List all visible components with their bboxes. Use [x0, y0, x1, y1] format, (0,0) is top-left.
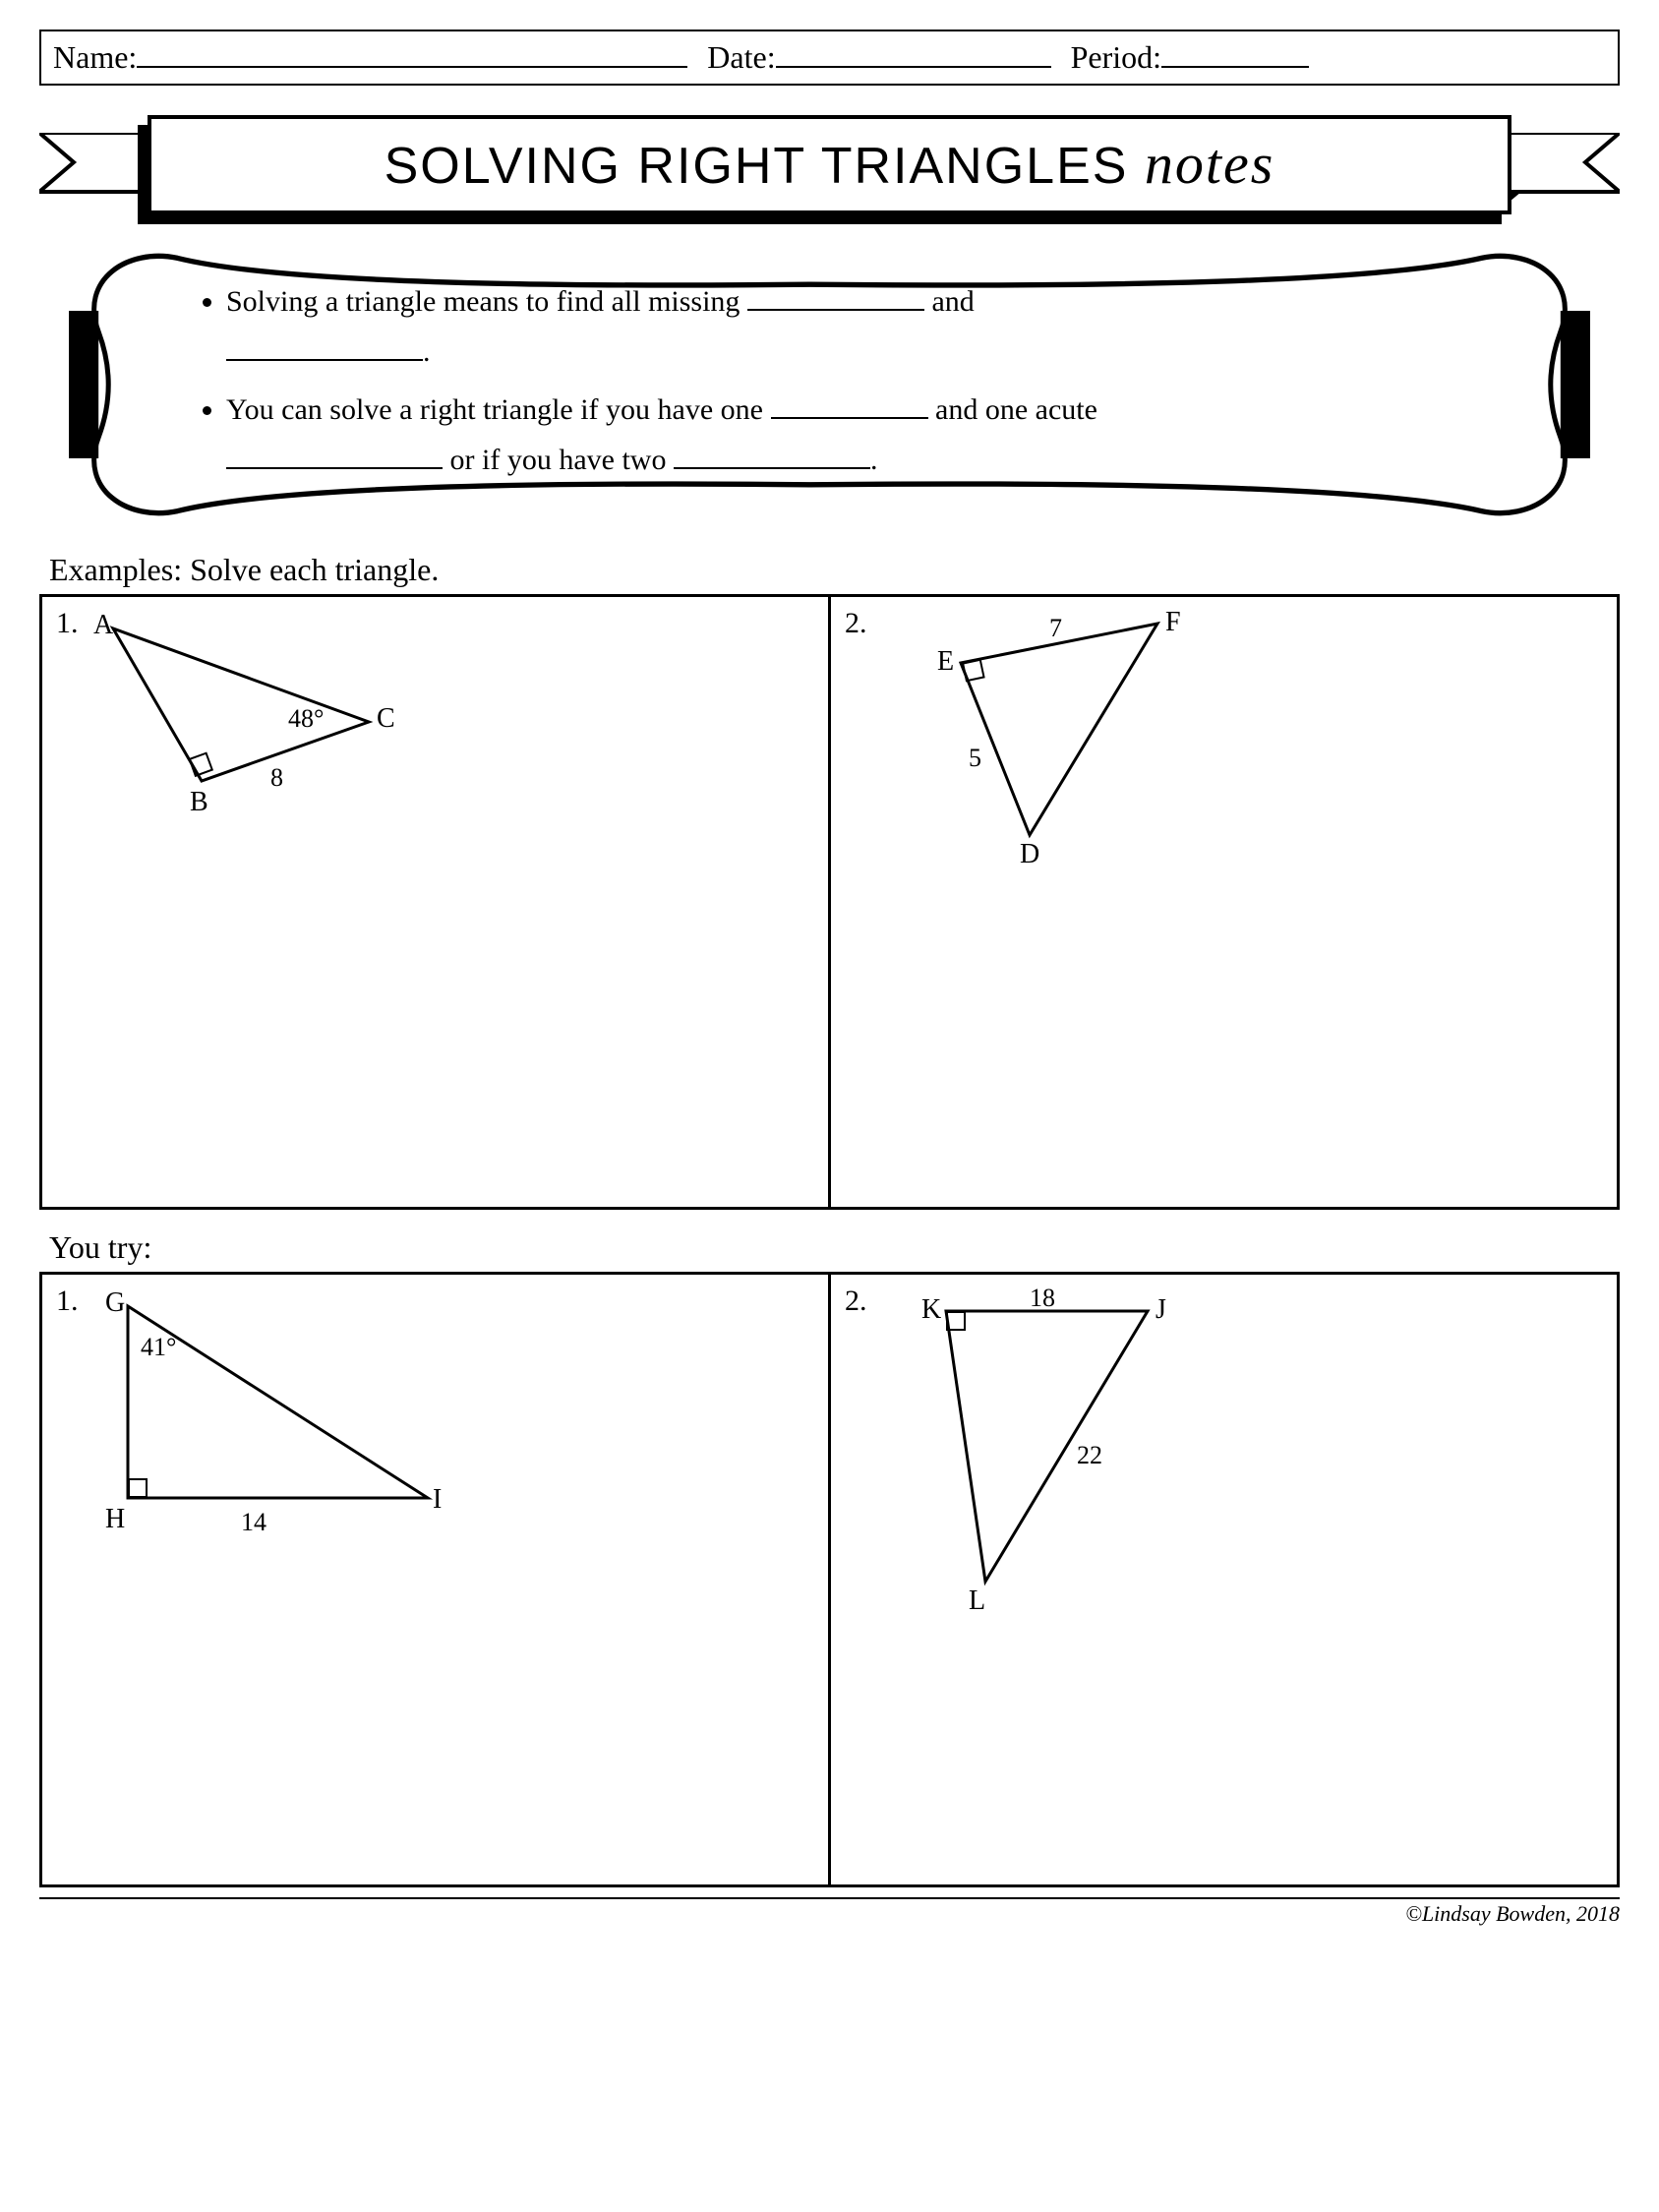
side-ED: 5: [969, 744, 981, 772]
youtry-2: 2. K J L 18 22: [828, 1275, 1617, 1884]
title-script: notes: [1145, 132, 1274, 196]
examples-grid: 1. A B C 48° 8 2. E F D 7 5: [39, 594, 1620, 1210]
angle-G: 41°: [141, 1333, 176, 1361]
page-title: SOLVING RIGHT TRIANGLES notes: [151, 131, 1508, 197]
name-field[interactable]: Name:: [53, 39, 687, 76]
notes-list: Solving a triangle means to find all mis…: [108, 267, 1551, 503]
youtry-grid: 1. G H I 41° 14 2. K J L 18 22: [39, 1272, 1620, 1887]
angle-C: 48°: [288, 704, 324, 733]
vertex-G: G: [105, 1287, 125, 1318]
problem-number: 1.: [56, 1285, 79, 1318]
blank-1[interactable]: [747, 289, 924, 311]
side-HI: 14: [241, 1508, 267, 1536]
youtry-1: 1. G H I 41° 14: [42, 1275, 828, 1884]
triangle-1: A B C 48° 8: [74, 609, 428, 835]
date-field[interactable]: Date:: [707, 39, 1050, 76]
examples-label: Examples: Solve each triangle.: [49, 552, 1620, 588]
vertex-B: B: [190, 787, 208, 817]
blank-2[interactable]: [226, 339, 423, 361]
vertex-F: F: [1165, 609, 1181, 637]
example-1: 1. A B C 48° 8: [42, 597, 828, 1207]
example-2: 2. E F D 7 5: [828, 597, 1617, 1207]
vertex-L: L: [969, 1585, 985, 1616]
blank-3[interactable]: [771, 397, 928, 419]
vertex-I: I: [433, 1484, 442, 1515]
title-banner: SOLVING RIGHT TRIANGLES notes: [39, 115, 1620, 243]
vertex-C: C: [377, 703, 395, 734]
period-field[interactable]: Period:: [1071, 39, 1309, 76]
notes-frame: Solving a triangle means to find all mis…: [59, 237, 1600, 532]
vertex-K: K: [921, 1294, 941, 1325]
banner-box: SOLVING RIGHT TRIANGLES notes: [148, 115, 1511, 214]
triangle-2: E F D 7 5: [902, 609, 1236, 874]
blank-5[interactable]: [674, 448, 870, 469]
date-blank[interactable]: [776, 40, 1051, 68]
note-bullet-2: You can solve a right triangle if you ha…: [226, 385, 1492, 485]
triangle-3: G H I 41° 14: [74, 1286, 467, 1562]
date-label: Date:: [707, 39, 775, 76]
period-label: Period:: [1071, 39, 1161, 76]
side-JL: 22: [1077, 1441, 1102, 1469]
copyright: ©Lindsay Bowden, 2018: [39, 1897, 1620, 1927]
period-blank[interactable]: [1161, 40, 1309, 68]
side-EF: 7: [1049, 614, 1062, 642]
problem-number: 2.: [845, 607, 867, 640]
problem-number: 2.: [845, 1285, 867, 1318]
vertex-J: J: [1155, 1294, 1166, 1325]
vertex-D: D: [1020, 839, 1039, 869]
note-bullet-1: Solving a triangle means to find all mis…: [226, 276, 1492, 377]
vertex-E: E: [937, 646, 954, 677]
triangle-4: K J L 18 22: [892, 1286, 1226, 1621]
name-blank[interactable]: [137, 40, 687, 68]
side-BC: 8: [270, 763, 283, 792]
youtry-label: You try:: [49, 1229, 1620, 1266]
title-main: SOLVING RIGHT TRIANGLES: [385, 138, 1129, 195]
blank-4[interactable]: [226, 448, 443, 469]
vertex-H: H: [105, 1504, 125, 1534]
side-KJ: 18: [1030, 1286, 1055, 1312]
header-row: Name: Date: Period:: [39, 30, 1620, 86]
problem-number: 1.: [56, 607, 79, 640]
name-label: Name:: [53, 39, 137, 76]
vertex-A: A: [93, 610, 114, 640]
